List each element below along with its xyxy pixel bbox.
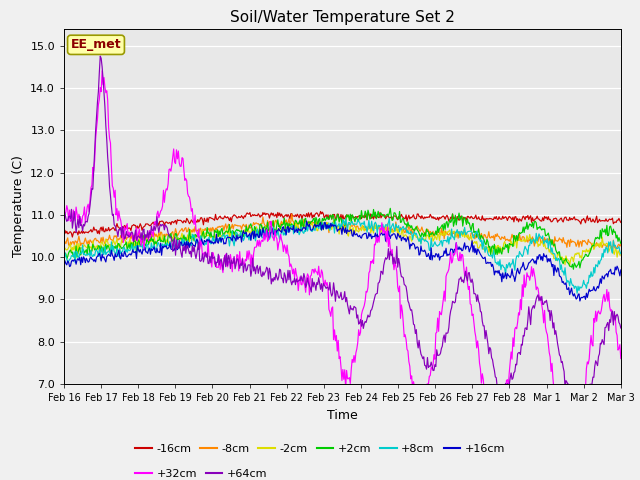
Title: Soil/Water Temperature Set 2: Soil/Water Temperature Set 2 xyxy=(230,10,455,25)
Legend: +32cm, +64cm: +32cm, +64cm xyxy=(131,464,272,480)
Y-axis label: Temperature (C): Temperature (C) xyxy=(12,156,25,257)
X-axis label: Time: Time xyxy=(327,408,358,421)
Text: EE_met: EE_met xyxy=(70,38,122,51)
